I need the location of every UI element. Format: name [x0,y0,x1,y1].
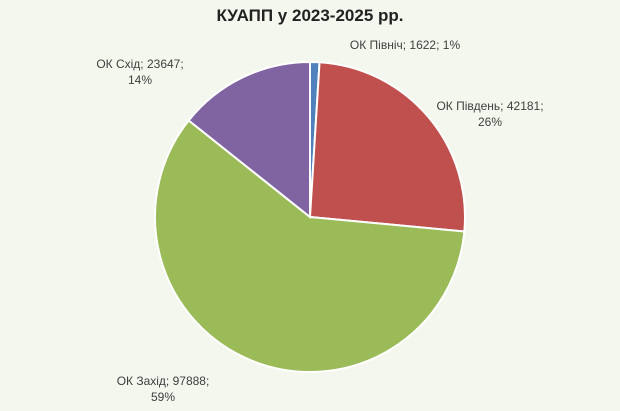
pie-slice [187,60,311,220]
slice-label: ОК Північ; 1622; 1% [350,38,461,52]
chart-title: КУАПП у 2023-2025 рр. [217,6,404,25]
slice-label: ОК Захід; 97888; 59% [117,374,210,404]
slice-label: ОК Схід; 23647; 14% [96,57,183,87]
slice-label: ОК Південь; 42181; 26% [436,99,543,129]
pie-slice [308,61,466,233]
pie-slices [154,60,466,373]
slice-labels: ОК Північ; 1622; 1% ОК Південь; 42181; 26%… [96,38,543,404]
pie-slice [154,119,466,373]
